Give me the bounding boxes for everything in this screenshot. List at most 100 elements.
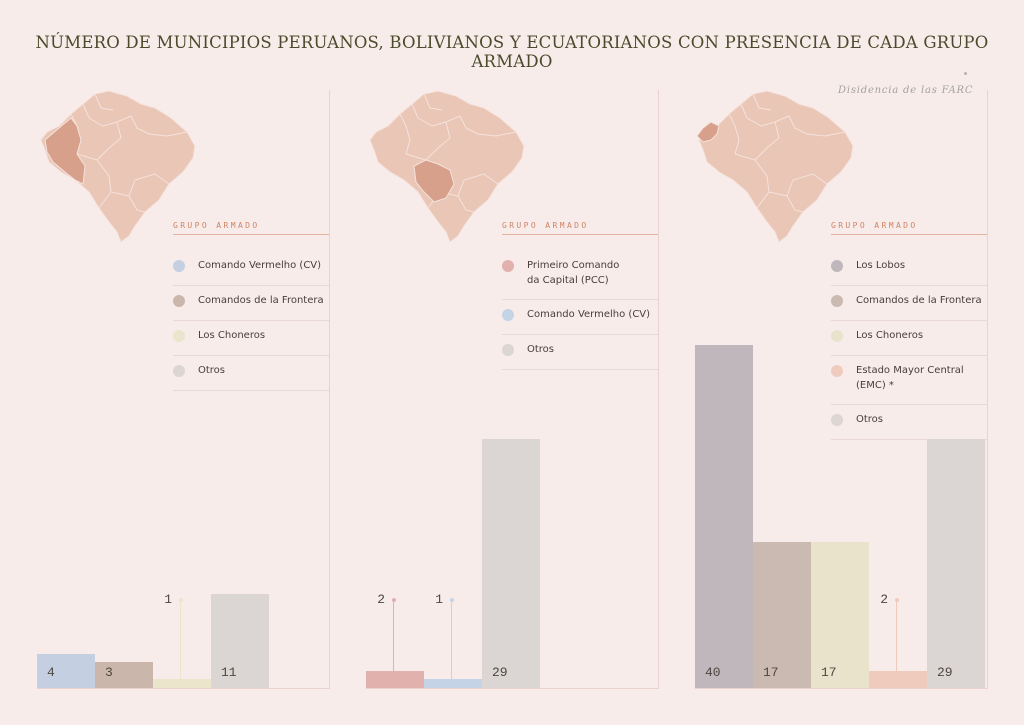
legend-separator [831, 404, 987, 405]
bar [695, 345, 753, 688]
south-america-map [369, 90, 525, 243]
map-border-2 [94, 93, 114, 111]
south-america-map [40, 90, 196, 243]
map-continent [369, 90, 525, 243]
map-border-7 [128, 173, 170, 197]
legend-item-line: Los Choneros [856, 330, 924, 341]
value-leader-line [393, 600, 394, 671]
map-border-5 [130, 115, 188, 137]
map-continent [698, 90, 854, 243]
map-continent [40, 90, 196, 243]
map-border-2 [752, 93, 772, 111]
map-border-5 [459, 115, 517, 137]
bar [95, 662, 153, 688]
map-border-0 [728, 113, 740, 155]
legend-title: GRUPO ARMADO [173, 221, 260, 230]
legend-separator [173, 320, 329, 321]
map-border-0 [399, 113, 411, 155]
legend-item-label: Primeiro Comando da Capital (PCC) [527, 258, 667, 288]
legend-item-label: Comando Vermelho (CV) [198, 258, 338, 273]
panel-divider [658, 90, 659, 689]
legend-item-label: Comandos de la Frontera [198, 293, 338, 308]
footnote-farc: Disidencia de las FARC [838, 85, 974, 96]
legend-separator [831, 355, 987, 356]
bar [927, 439, 985, 688]
panel-divider [329, 90, 330, 689]
legend-separator [173, 390, 329, 391]
map-border-4 [96, 121, 122, 161]
legend-item-line: da Capital (PCC) [527, 275, 609, 286]
map-border-2 [423, 93, 443, 111]
map-border-7 [786, 173, 828, 197]
legend-swatch [831, 413, 843, 426]
legend-item-line: Comando Vermelho (CV) [198, 260, 322, 271]
bar-value-label: 1 [435, 592, 443, 607]
legend-title: GRUPO ARMADO [502, 221, 589, 230]
legend-item-label: Otros [856, 412, 996, 427]
map-border-6 [439, 191, 475, 213]
map-border-6 [768, 191, 804, 213]
map-highlight-ecuador [696, 121, 720, 143]
legend-rule [831, 234, 987, 235]
legend-item-label: Otros [527, 342, 667, 357]
map-border-1 [740, 103, 790, 127]
map-border-1 [411, 103, 461, 127]
bar-value-label: 40 [705, 665, 721, 680]
value-leader-line [896, 600, 897, 671]
legend-separator [831, 285, 987, 286]
legend-separator [831, 320, 987, 321]
footnote-marker [964, 72, 967, 75]
legend-item-line: Los Choneros [198, 330, 266, 341]
bar [811, 542, 869, 688]
legend-swatch [502, 308, 514, 321]
bar-value-label: 1 [164, 592, 172, 607]
value-leader-line [180, 600, 181, 680]
map-border-3 [734, 153, 770, 209]
value-leader-dot [894, 598, 899, 602]
map-highlight-peru [44, 117, 86, 185]
panel-divider [987, 90, 988, 689]
legend-item-line: Los Lobos [856, 260, 906, 271]
legend-swatch [831, 329, 843, 342]
bar-value-label: 17 [821, 665, 837, 680]
panel-baseline [695, 688, 987, 689]
bar [211, 593, 269, 688]
map-border-1 [82, 103, 132, 127]
legend-swatch [173, 329, 185, 342]
legend-item-line: Comandos de la Frontera [856, 295, 982, 306]
bar-value-label: 4 [47, 665, 55, 680]
bar [366, 670, 424, 688]
legend-item-label: Comando Vermelho (CV) [527, 307, 667, 322]
legend-swatch [831, 294, 843, 307]
legend-swatch [173, 294, 185, 307]
legend-separator [173, 355, 329, 356]
map-border-4 [754, 121, 780, 161]
legend-swatch [502, 259, 514, 272]
legend-rule [502, 234, 658, 235]
bar-value-label: 11 [221, 665, 237, 680]
legend-separator [502, 334, 658, 335]
legend-item-line: Otros [527, 344, 555, 355]
legend-separator [831, 439, 987, 440]
value-leader-dot [178, 598, 183, 602]
bar [153, 679, 211, 688]
value-leader-line [451, 600, 452, 680]
bar [753, 542, 811, 688]
legend-separator [173, 285, 329, 286]
value-leader-dot [449, 598, 454, 602]
value-leader-dot [391, 598, 396, 602]
south-america-map [696, 90, 854, 243]
legend-item-line: Otros [198, 365, 226, 376]
legend-separator [502, 299, 658, 300]
bar [869, 670, 927, 688]
legend-item-label: Estado Mayor Central (EMC) * [856, 363, 996, 393]
legend-item-line: Comando Vermelho (CV) [527, 309, 651, 320]
legend-item-line: Otros [856, 414, 884, 425]
map-highlight-bolivia [413, 159, 455, 203]
panel-baseline [37, 688, 329, 689]
legend-swatch [173, 259, 185, 272]
legend-rule [173, 234, 329, 235]
legend-item-label: Comandos de la Frontera [856, 293, 996, 308]
legend-swatch [502, 343, 514, 356]
legend-swatch [173, 364, 185, 377]
